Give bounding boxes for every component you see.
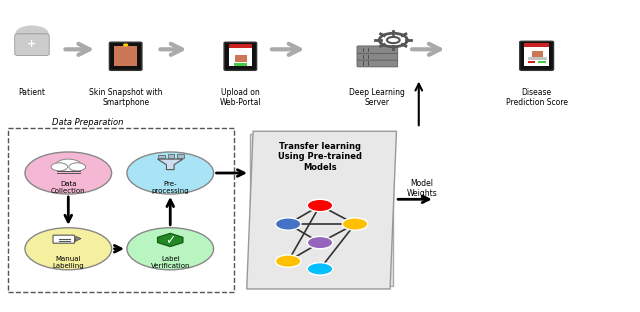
Polygon shape xyxy=(75,236,81,242)
FancyBboxPatch shape xyxy=(357,60,397,67)
FancyBboxPatch shape xyxy=(538,61,545,63)
Circle shape xyxy=(127,228,214,270)
FancyBboxPatch shape xyxy=(53,235,75,243)
FancyBboxPatch shape xyxy=(158,155,164,158)
Text: ✓: ✓ xyxy=(165,234,175,247)
Text: Data
Collection: Data Collection xyxy=(51,181,86,194)
FancyBboxPatch shape xyxy=(357,46,397,53)
Circle shape xyxy=(56,159,81,172)
Polygon shape xyxy=(157,159,183,170)
FancyBboxPatch shape xyxy=(109,42,142,70)
Circle shape xyxy=(275,255,301,267)
FancyBboxPatch shape xyxy=(520,41,554,70)
Circle shape xyxy=(275,218,301,230)
Text: +: + xyxy=(28,39,36,49)
FancyBboxPatch shape xyxy=(528,61,536,63)
Text: Model
Weights: Model Weights xyxy=(406,179,437,198)
Circle shape xyxy=(307,199,333,212)
Text: Pre-
processing: Pre- processing xyxy=(152,181,189,194)
Circle shape xyxy=(25,228,111,270)
FancyBboxPatch shape xyxy=(224,42,257,70)
FancyBboxPatch shape xyxy=(168,154,174,158)
Polygon shape xyxy=(246,131,396,289)
Circle shape xyxy=(127,152,214,194)
FancyBboxPatch shape xyxy=(15,34,49,56)
Circle shape xyxy=(342,218,368,230)
Polygon shape xyxy=(157,233,183,246)
Text: Skin Snapshot with
Smartphone: Skin Snapshot with Smartphone xyxy=(89,88,163,107)
Text: Data Preparation: Data Preparation xyxy=(52,118,124,127)
Circle shape xyxy=(69,163,86,171)
Circle shape xyxy=(124,44,127,46)
Circle shape xyxy=(25,152,111,194)
FancyBboxPatch shape xyxy=(234,63,246,66)
Polygon shape xyxy=(250,134,394,286)
FancyBboxPatch shape xyxy=(532,51,543,57)
Text: Disease
Prediction Score: Disease Prediction Score xyxy=(506,88,568,107)
Circle shape xyxy=(16,26,48,41)
Text: Transfer learning
Using Pre-trained
Models: Transfer learning Using Pre-trained Mode… xyxy=(278,142,362,172)
Text: Deep Learning
Server: Deep Learning Server xyxy=(349,88,405,107)
FancyBboxPatch shape xyxy=(228,44,252,48)
Circle shape xyxy=(51,163,68,171)
FancyBboxPatch shape xyxy=(524,45,549,66)
FancyBboxPatch shape xyxy=(357,53,397,60)
Text: Patient: Patient xyxy=(19,88,45,97)
Text: Label
Verification: Label Verification xyxy=(150,256,190,270)
FancyBboxPatch shape xyxy=(236,55,246,62)
FancyBboxPatch shape xyxy=(524,43,549,47)
Text: Manual
Labelling: Manual Labelling xyxy=(52,256,84,270)
FancyBboxPatch shape xyxy=(228,46,252,66)
Circle shape xyxy=(307,263,333,275)
Text: Upload on
Web-Portal: Upload on Web-Portal xyxy=(220,88,261,107)
FancyBboxPatch shape xyxy=(177,154,184,158)
FancyBboxPatch shape xyxy=(114,46,138,66)
Circle shape xyxy=(307,236,333,249)
